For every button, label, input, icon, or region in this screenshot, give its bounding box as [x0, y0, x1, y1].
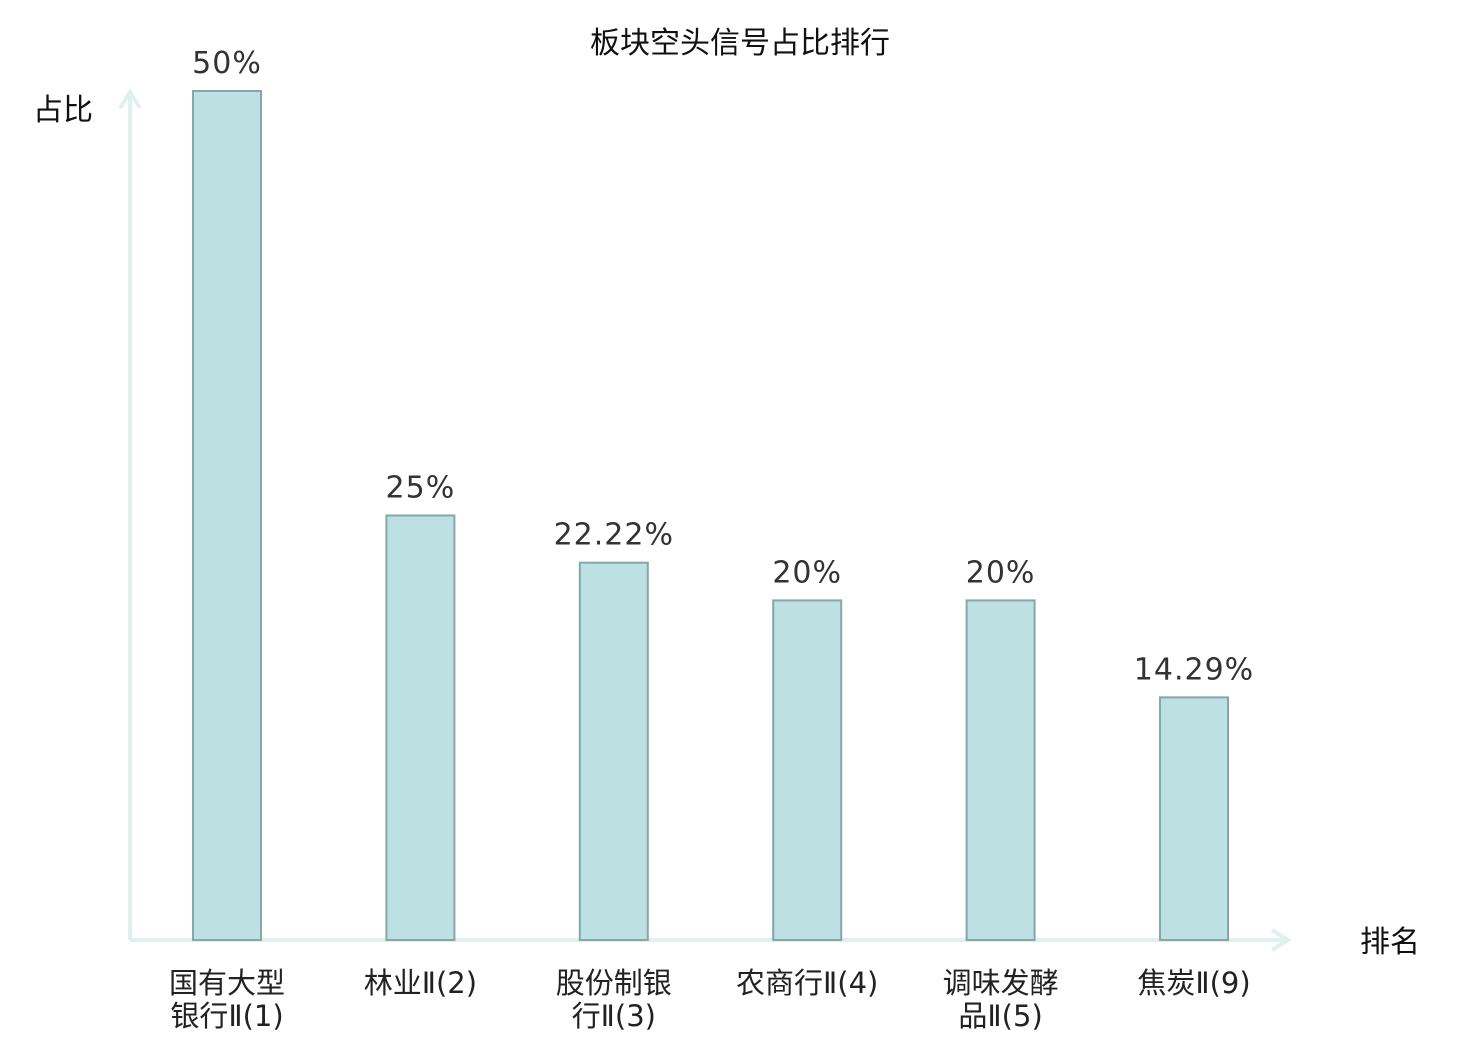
- y-axis-arrow: [118, 88, 142, 110]
- x-axis-arrow: [1270, 928, 1292, 952]
- y-axis-label: 占比: [33, 93, 93, 128]
- value-label-4: 20%: [772, 555, 842, 590]
- bar-5: [965, 599, 1036, 942]
- bar-1: [192, 90, 262, 941]
- category-label-line: 焦炭Ⅱ(9): [1137, 966, 1250, 1000]
- bar-6: [1159, 696, 1229, 941]
- category-label-line: 银行Ⅱ(1): [170, 999, 283, 1033]
- category-label-3: 股份制银行Ⅱ(3): [556, 966, 672, 1033]
- category-label-5: 调味发酵品Ⅱ(5): [943, 966, 1059, 1033]
- bar-2: [385, 514, 456, 941]
- category-label-1: 国有大型银行Ⅱ(1): [169, 966, 285, 1033]
- chart-title: 板块空头信号占比排行: [590, 26, 890, 61]
- category-label-6: 焦炭Ⅱ(9): [1137, 966, 1250, 1000]
- category-label-line: 林业Ⅱ(2): [364, 966, 477, 1000]
- category-label-line: 股份制银: [556, 966, 672, 1000]
- category-labels-group: 国有大型银行Ⅱ(1) 林业Ⅱ(2) 股份制银行Ⅱ(3) 农商行Ⅱ(4) 调味发酵品Ⅱ(5…: [169, 966, 1251, 1033]
- category-label-line: 品Ⅱ(5): [958, 999, 1042, 1033]
- x-axis-label: 排名: [1360, 925, 1420, 960]
- category-label-2: 林业Ⅱ(2): [364, 966, 477, 1000]
- value-label-1: 50%: [192, 46, 262, 81]
- category-label-line: 农商行Ⅱ(4): [736, 966, 878, 1000]
- value-label-3: 22.22%: [554, 518, 674, 553]
- category-label-4: 农商行Ⅱ(4): [736, 966, 878, 1000]
- axes: [118, 88, 1292, 952]
- bar-3: [578, 561, 649, 941]
- value-label-5: 20%: [966, 555, 1036, 590]
- category-label-line: 行Ⅱ(3): [572, 999, 656, 1033]
- bars-group: [192, 90, 1229, 942]
- value-label-2: 25%: [386, 471, 456, 506]
- bar-4: [772, 599, 843, 942]
- value-labels-group: 50% 25% 22.22% 20% 20% 14.29%: [192, 46, 1254, 687]
- value-label-6: 14.29%: [1134, 652, 1254, 687]
- category-label-line: 国有大型: [169, 966, 285, 1000]
- category-label-line: 调味发酵: [943, 966, 1059, 1000]
